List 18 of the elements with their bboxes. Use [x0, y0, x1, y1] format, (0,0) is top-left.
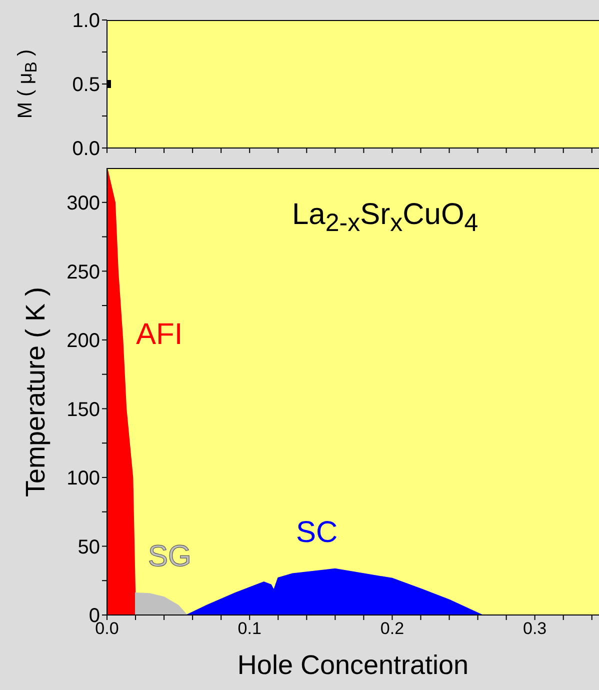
y-tick-label: 150 [66, 398, 100, 421]
y-tick-label: 50 [78, 536, 100, 558]
series-label: AFI [136, 318, 183, 352]
y-tick-label: 1.0 [72, 10, 100, 32]
x-tick-label: 0.1 [238, 619, 262, 638]
y-axis-title: Temperature ( K ) [20, 286, 52, 497]
annotation: La$_{2-x}$Sr$_{x}$CuO$_{4}$ [292, 198, 478, 238]
series-label: SC [296, 516, 338, 550]
y-tick-label: 100 [66, 468, 100, 490]
y-tick-label: 200 [66, 330, 100, 352]
y-tick-label: 0.5 [72, 74, 100, 96]
x-axis-title: Hole Concentration [237, 650, 469, 681]
y-tick-label: 250 [66, 261, 100, 284]
series-label: SG [148, 540, 192, 574]
x-tick-label: 0.2 [380, 619, 404, 638]
x-tick-label: 0.3 [523, 619, 547, 638]
y-tick-label: 300 [66, 192, 100, 214]
y-tick-label: 0.0 [72, 138, 100, 160]
